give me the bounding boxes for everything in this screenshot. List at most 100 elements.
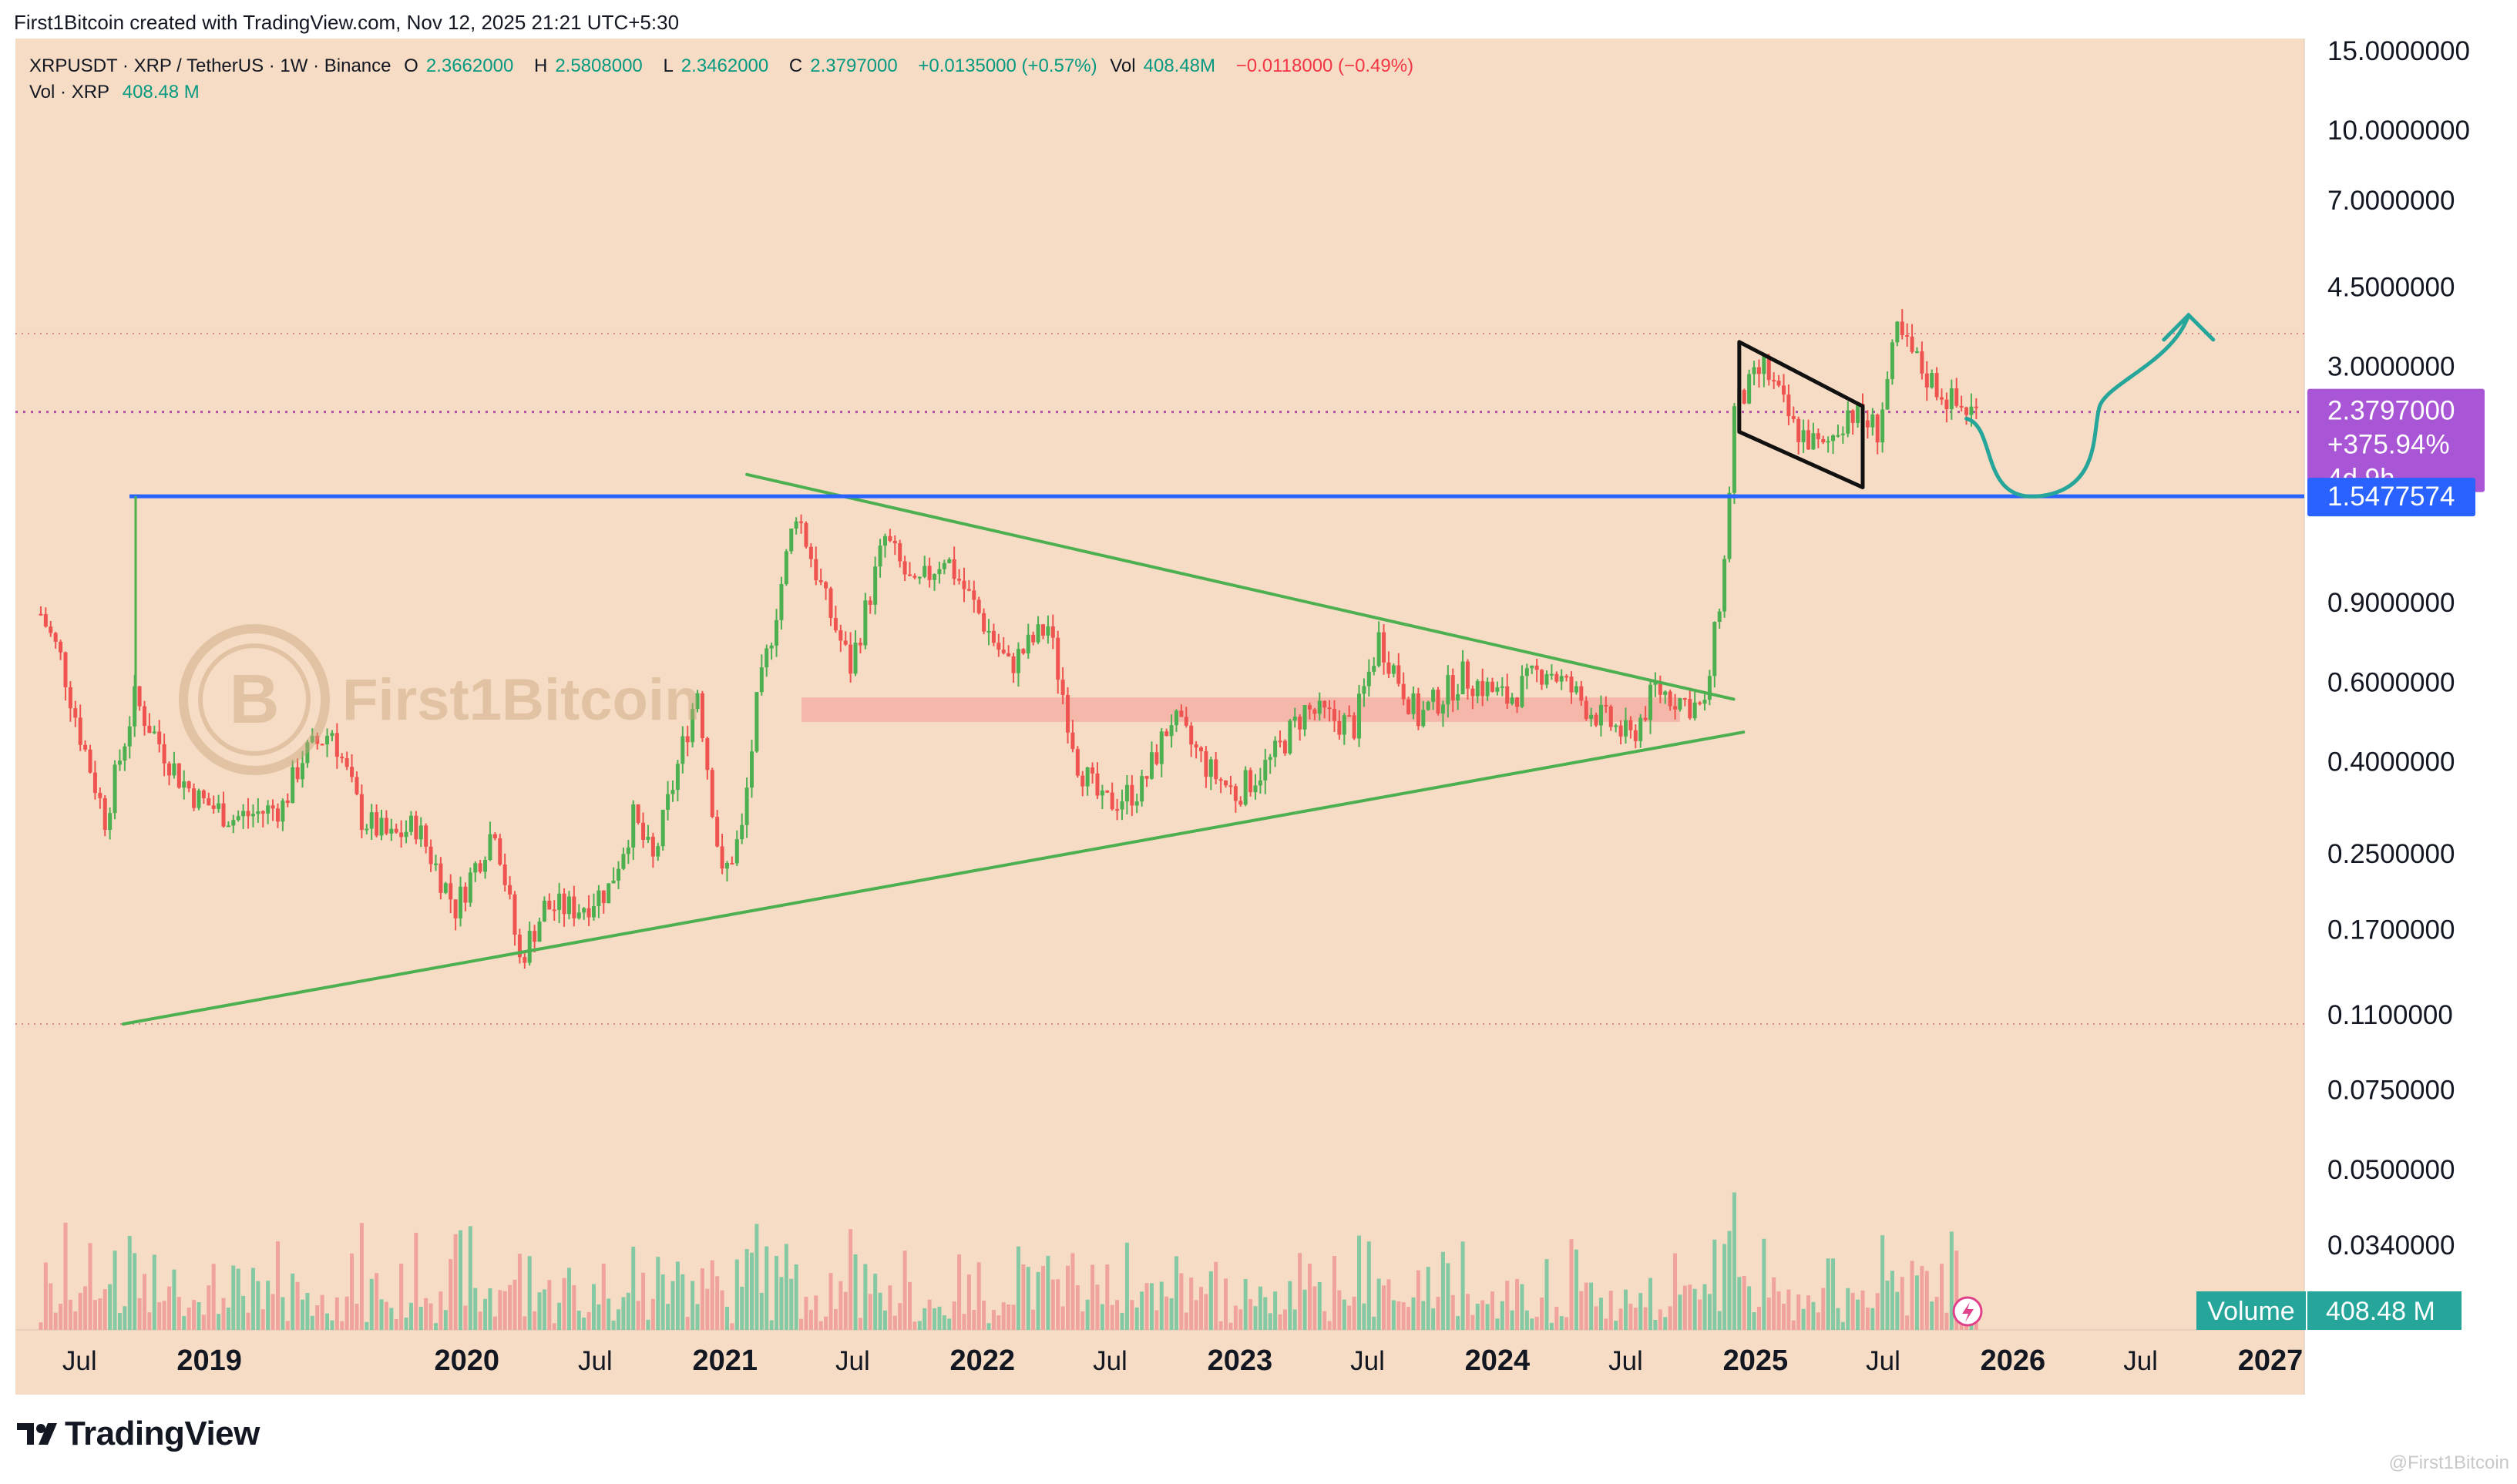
candle-body (705, 738, 710, 771)
time-tick-label: 2027 (2238, 1345, 2304, 1377)
time-tick-label: Jul (835, 1346, 870, 1376)
reference-lines (15, 332, 2304, 1025)
svg-text:B: B (230, 661, 280, 738)
volume-bar (1056, 1279, 1060, 1330)
candle-body (986, 630, 991, 633)
candle-body (912, 576, 917, 578)
volume-bar (492, 1316, 497, 1330)
price-tick-label: 7.0000000 (2327, 186, 2455, 216)
volume-bar (1826, 1258, 1830, 1330)
candle-body (720, 846, 724, 869)
tradingview-logo-text: TradingView (65, 1415, 260, 1452)
candle-body (1470, 688, 1475, 697)
candle-body (1460, 661, 1465, 695)
candle-body (656, 846, 660, 857)
triangle-upper-trendline (745, 472, 1736, 701)
candle-body (1964, 407, 1969, 415)
volume-change: −0.0118000 (−0.49%) (1235, 55, 1414, 76)
volume-bar (670, 1281, 675, 1330)
candle-body (1781, 385, 1786, 395)
volume-bar (483, 1298, 488, 1330)
volume-bar (355, 1303, 359, 1330)
volume-bar (1510, 1310, 1514, 1330)
candle-body (937, 569, 942, 575)
candle-body (1668, 691, 1672, 707)
candle-body (350, 767, 355, 777)
volume-legend[interactable]: Vol · XRP 408.48 M (29, 82, 207, 103)
last-price-badge (2307, 388, 2485, 492)
volume-bar (369, 1278, 374, 1330)
candle-body (1702, 700, 1707, 704)
candle-body (818, 580, 823, 583)
time-tick-label: Jul (1093, 1346, 1127, 1376)
candle-body (359, 794, 364, 831)
candle-body (972, 590, 976, 600)
volume-bar (375, 1273, 379, 1330)
volume-bar (705, 1288, 710, 1330)
candle-body (675, 764, 680, 791)
candle-body (310, 736, 314, 743)
volume-bar (1534, 1316, 1539, 1330)
candle-body (636, 804, 640, 823)
candle-body (626, 847, 630, 854)
volume-bar (1658, 1309, 1662, 1330)
candle-body (1292, 717, 1297, 721)
close-value: C 2.3797000 (788, 55, 898, 76)
volume-bar (927, 1299, 932, 1330)
tradingview-logo[interactable]: TradingView (17, 1415, 260, 1453)
volume-bar (784, 1244, 788, 1330)
volume-bar (1189, 1277, 1194, 1330)
candle-body (207, 797, 211, 806)
volume-bar (320, 1294, 324, 1330)
volume-bar (1154, 1310, 1159, 1330)
low-value: L 2.3462000 (663, 55, 769, 76)
volume-bar (1391, 1300, 1396, 1330)
volume-bar (898, 1303, 902, 1330)
candle-body (1875, 415, 1880, 443)
candle-body (744, 787, 749, 825)
volume-bar (389, 1308, 394, 1330)
candle-body (933, 574, 937, 580)
volume-bar (1426, 1267, 1430, 1330)
volume-bar (231, 1265, 236, 1330)
candle-body (591, 906, 596, 918)
volume-bar (740, 1286, 744, 1330)
volume-bar (937, 1306, 942, 1330)
candle-body (147, 726, 152, 734)
volume-bar (1520, 1284, 1524, 1330)
volume-bar (1776, 1291, 1781, 1330)
volume-bar (1974, 1322, 1978, 1330)
candle-body (1663, 691, 1668, 695)
candle-body (917, 576, 922, 579)
candle-body (256, 811, 260, 814)
volume-bar (1208, 1271, 1213, 1330)
candle-body (1208, 759, 1213, 777)
volume-bar (582, 1317, 586, 1330)
candle-body (1184, 717, 1188, 726)
volume-bar (1436, 1297, 1440, 1330)
candle-body (1228, 785, 1233, 787)
candle-body (1337, 720, 1342, 735)
candle-body (449, 883, 453, 900)
tradingview-logo-icon (17, 1423, 57, 1445)
volume-bar (1347, 1305, 1352, 1330)
candle-body (1288, 720, 1292, 754)
candle-body (1900, 321, 1904, 336)
volume-bar (340, 1321, 344, 1330)
candle-body (1732, 406, 1736, 493)
volume-bar (656, 1257, 660, 1330)
candle-body (1040, 624, 1045, 636)
volume-bar (1184, 1312, 1188, 1330)
candle-body (157, 731, 162, 744)
volume-bar (808, 1309, 813, 1330)
volume-bar (1856, 1299, 1860, 1330)
volume-bar (49, 1283, 53, 1330)
volume-bar (814, 1295, 818, 1330)
symbol-legend[interactable]: XRPUSDT · XRP / TetherUS · 1W · Binance … (29, 55, 1421, 77)
candle-body (1698, 702, 1702, 704)
candle-body (1169, 725, 1174, 737)
volume-bar (1362, 1303, 1366, 1330)
candle-body (808, 546, 813, 559)
